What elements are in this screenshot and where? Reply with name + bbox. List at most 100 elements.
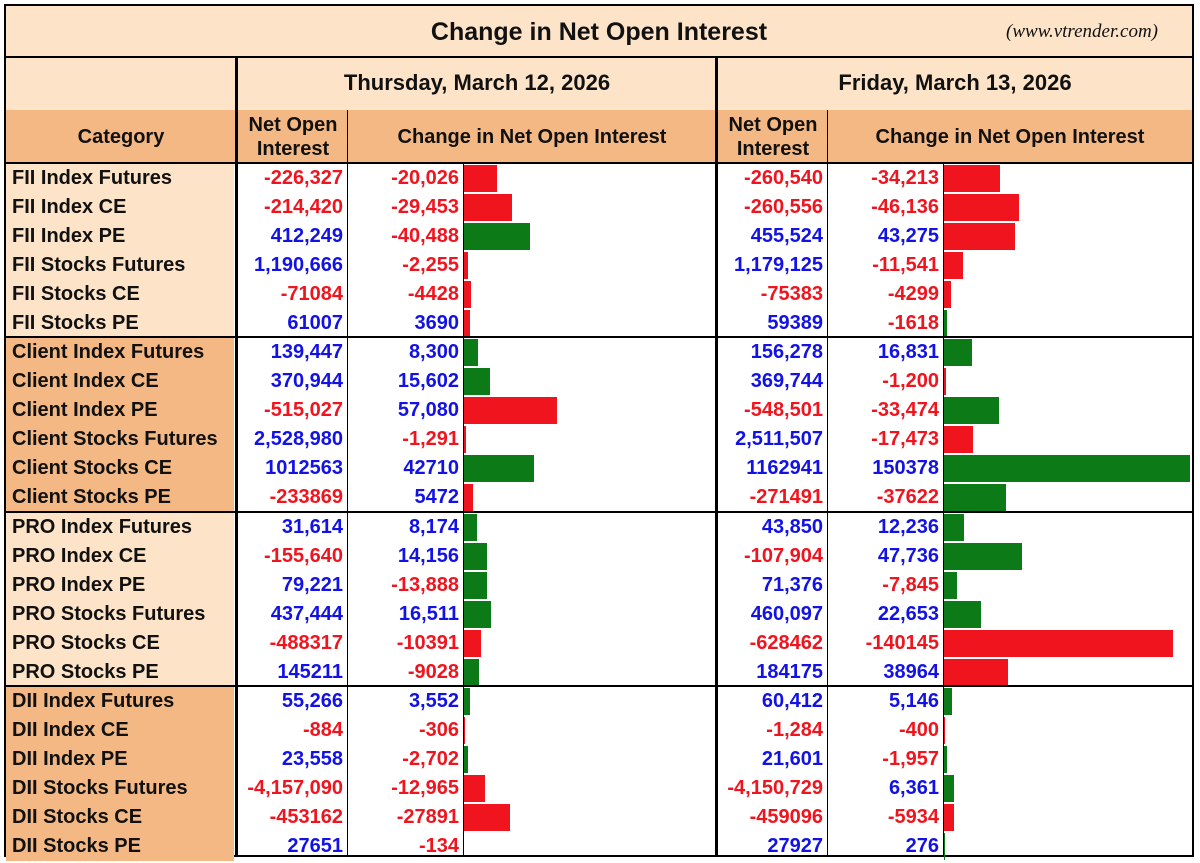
day2-bar-axis [943,164,944,855]
day1-change-value: 8,174 [408,516,459,538]
day1-bar-axis [463,164,464,855]
day2-change-value: 150378 [872,457,939,479]
day1-noi-header-line1: Net Open [248,114,338,136]
day2-change-value: -1,957 [882,748,939,770]
day1-change-bar [464,397,557,424]
day2-change-value: -11,541 [872,254,939,276]
day2-net-oi-value: 1,179,125 [734,254,823,276]
day2-change-value: 47,736 [877,545,939,567]
day1-net-oi-value: -884 [302,719,343,741]
day1-net-oi-value: -71084 [280,283,343,305]
group-divider-3 [6,685,1192,687]
day2-change-bar [944,455,1190,482]
day2-change-value: -400 [898,719,939,741]
category-label: Client Stocks Futures [6,425,234,454]
day1-change-bar [464,223,530,250]
day1-net-oi-value: 23,558 [281,748,343,770]
day2-change-bar [944,368,946,395]
day2-net-oi-value: -260,540 [744,167,823,189]
day2-change-bar [944,601,981,628]
day2-net-oi-value: 1162941 [746,457,823,479]
day2-change-value: 43,275 [877,225,939,247]
day1-change-bar [464,804,510,831]
category-divider [235,58,238,855]
day1-change-value: -134 [418,835,459,857]
day1-change-value: -306 [418,719,459,741]
day2-change-bar [944,746,947,773]
day2-noi-header-line1: Net Open [728,114,818,136]
day2-net-oi-value: 60,412 [761,690,823,712]
page-title: Change in Net Open Interest [430,18,768,46]
day2-net-oi-value: -548,501 [744,399,823,421]
day1-date: Thursday, March 12, 2026 [238,58,716,110]
day1-change-value: 3,552 [408,690,459,712]
category-label: FII Stocks CE [6,280,234,309]
day2-net-oi-value: -628462 [749,632,823,654]
day1-net-oi-value: 1012563 [265,457,343,479]
day2-net-oi-value: 43,850 [761,516,823,538]
day1-change-value: 42710 [403,457,459,479]
day2-change-value: -7,845 [882,574,939,596]
category-label: PRO Stocks Futures [6,600,234,629]
day1-change-value: 15,602 [397,370,459,392]
day1-change-value: -13,888 [391,574,459,596]
day1-change-value: 14,156 [397,545,459,567]
day1-net-oi-value: -488317 [269,632,343,654]
category-label: FII Index CE [6,193,234,222]
day2-noi-header-line2: Interest [736,138,810,160]
day1-change-bar [464,746,468,773]
day2-change-bar [944,165,1000,192]
category-label: Client Index Futures [6,338,234,367]
header-divider [6,162,1192,164]
day2-net-oi-value: 71,376 [761,574,823,596]
day1-noi-divider [347,110,348,855]
day1-change-value: -2,702 [402,748,459,770]
day2-change-value: -37622 [876,486,939,508]
day2-net-oi-value: -4,150,729 [727,777,823,799]
day1-change-value: 8,300 [408,341,459,363]
oi-table-frame: Change in Net Open Interest (www.vtrende… [4,4,1194,861]
day1-change-bar [464,368,490,395]
day1-change-value: -4428 [407,283,459,305]
day2-change-bar [944,339,972,366]
day2-change-bar [944,659,1008,686]
day2-noi-header: Net Open Interest [718,110,828,164]
category-label: FII Index PE [6,222,234,251]
day1-change-header: Change in Net Open Interest [348,110,716,164]
category-label: FII Stocks Futures [6,251,234,280]
title-bar: Change in Net Open Interest (www.vtrende… [6,6,1192,58]
day1-net-oi-value: 31,614 [281,516,343,538]
category-label: DII Index Futures [6,687,234,716]
day2-change-bar [944,397,999,424]
category-label: DII Stocks Futures [6,774,234,803]
category-label: PRO Index PE [6,571,234,600]
category-label: FII Index Futures [6,164,234,193]
day1-change-value: 16,511 [398,603,459,625]
day2-change-bar [944,543,1022,570]
day1-change-value: -1,291 [402,428,459,450]
day2-change-bar [944,717,945,744]
day2-change-bar [944,804,954,831]
day2-net-oi-value: -75383 [760,283,823,305]
day1-noi-header: Net Open Interest [238,110,348,164]
day1-noi-header-line2: Interest [256,138,330,160]
day1-net-oi-value: 79,221 [281,574,343,596]
category-label: PRO Index CE [6,542,234,571]
day2-change-value: -140145 [865,632,939,654]
day1-change-bar [464,572,487,599]
day2-change-value: -1,200 [882,370,939,392]
day1-net-oi-value: 55,266 [281,690,343,712]
day2-change-bar [944,194,1019,221]
day1-net-oi-value: 145211 [277,661,343,683]
day2-net-oi-value: -107,904 [744,545,823,567]
category-label: PRO Index Futures [6,513,234,542]
day1-net-oi-value: -515,027 [264,399,343,421]
day2-change-bar [944,572,957,599]
day1-change-bar [464,659,479,686]
category-label: DII Stocks CE [6,803,234,832]
day2-change-value: 38964 [883,661,939,683]
day1-change-bar [464,775,485,802]
day2-change-bar [944,310,947,337]
day1-change-value: 57,080 [397,399,459,421]
day1-net-oi-value: 27651 [287,835,343,857]
